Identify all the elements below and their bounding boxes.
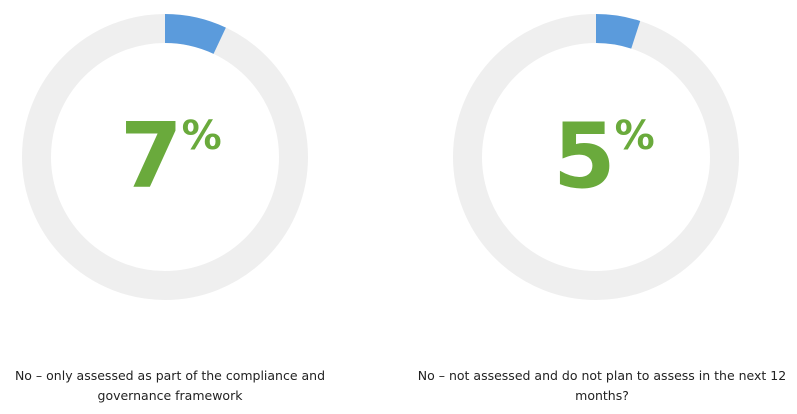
percent-value-1: 7 % [120,112,222,202]
percent-sign-2: % [614,113,655,159]
caption-1: No – only assessed as part of the compli… [14,368,326,403]
donut-slice-1 [164,14,226,55]
percent-number-1: 7 [120,104,183,209]
percent-number-2: 5 [553,104,616,209]
donut-chart-2 [453,14,739,300]
caption-2: No – not assessed and do not plan to ass… [417,368,787,403]
donut-chart-1 [22,14,308,300]
percent-sign-1: % [181,113,222,159]
stat-card-1: 7 % No – only assessed as part of the co… [14,14,326,403]
stat-card-2: 5 % No – not assessed and do not plan to… [400,0,797,414]
donut-slice-2 [595,14,641,49]
percent-value-2: 5 % [553,112,655,202]
